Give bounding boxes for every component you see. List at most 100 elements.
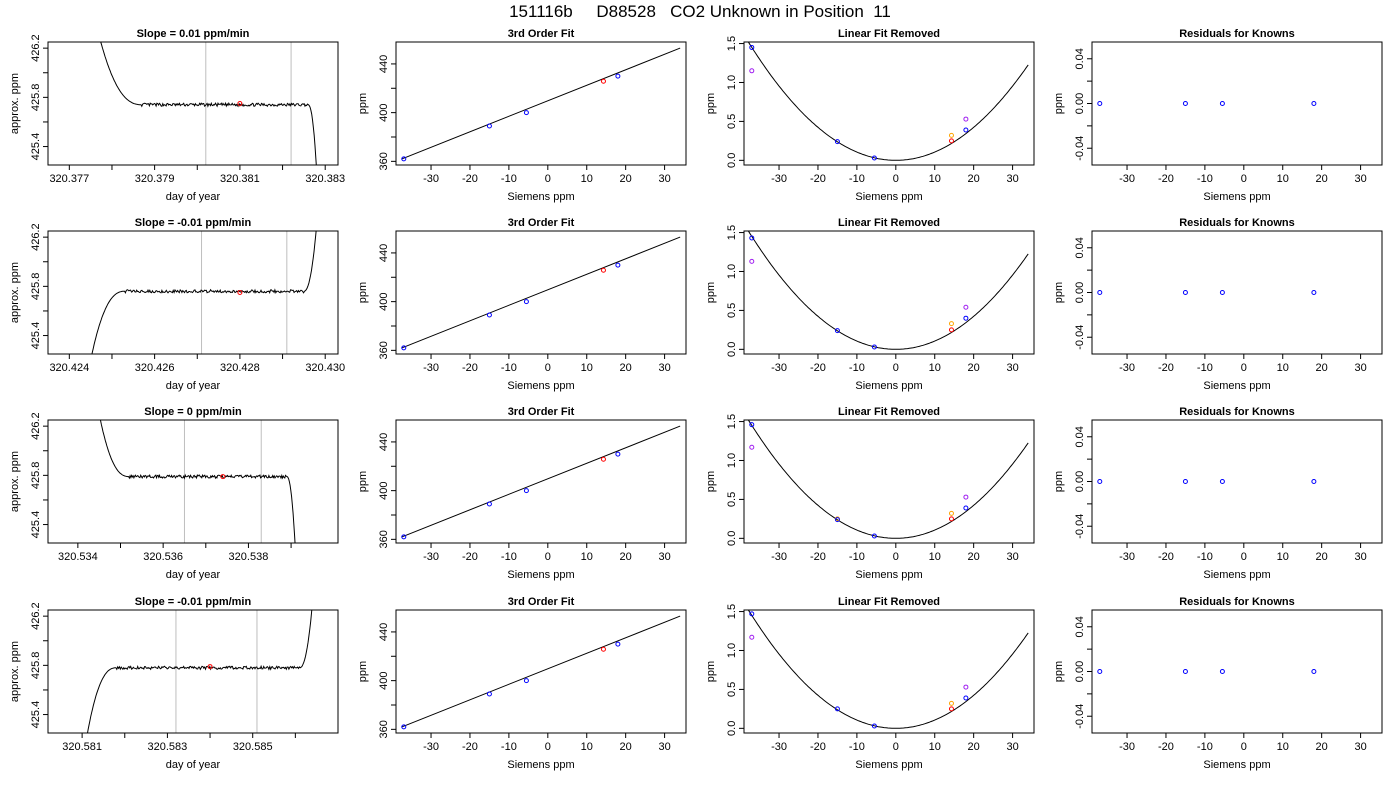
x-tick-label: -20 <box>1158 741 1174 753</box>
plot-area <box>747 610 1029 729</box>
data-point <box>749 611 755 617</box>
x-axis-label: Siemens ppm <box>855 569 922 581</box>
y-axis-label: ppm <box>357 282 369 303</box>
x-tick-label: 20 <box>620 362 632 374</box>
data-point <box>834 517 840 523</box>
panel-title: 3rd Order Fit <box>508 406 575 418</box>
data-point <box>1311 669 1317 674</box>
chart-panel-r2c2: 3rd Order Fit -30 -20 -10 0 10 20 30 360 400 440 Si… <box>357 217 687 392</box>
plot-frame <box>743 419 1035 544</box>
y-tick-label: 1.0 <box>726 453 738 468</box>
x-axis-label: Siemens ppm <box>855 380 922 392</box>
data-point <box>749 44 755 50</box>
x-axis-label: Siemens ppm <box>855 191 922 203</box>
data-point <box>615 641 621 647</box>
y-tick-label: 0.00 <box>1074 282 1086 303</box>
x-tick-label: -10 <box>1197 362 1213 374</box>
x-tick-label: 10 <box>1277 741 1289 753</box>
data-point <box>615 73 621 79</box>
x-axis-label: Siemens ppm <box>1203 380 1270 392</box>
x-tick-label: -20 <box>462 741 478 753</box>
y-tick-label: 0.0 <box>726 153 738 168</box>
plot-frame <box>1091 41 1383 166</box>
y-axis-label: approx. ppm <box>9 262 21 323</box>
plot-area <box>100 42 317 165</box>
fit-line <box>401 425 681 538</box>
x-tick-label: 0 <box>1241 362 1247 374</box>
panel-title: Residuals for Knowns <box>1179 406 1295 418</box>
chart-panel-r2c3: Linear Fit Removed -30 -20 -10 0 10 20 30 0.0 0.5… <box>705 217 1035 392</box>
x-tick-label: 30 <box>1354 741 1366 753</box>
x-tick-label: -10 <box>849 362 865 374</box>
y-axis-label: ppm <box>705 471 717 492</box>
x-axis-label: Siemens ppm <box>855 759 922 771</box>
x-tick-label: -30 <box>423 362 439 374</box>
data-point <box>523 678 529 684</box>
x-tick-label: 320.381 <box>220 173 260 185</box>
x-axis-label: Siemens ppm <box>507 191 574 203</box>
panel-title: Linear Fit Removed <box>838 217 940 229</box>
x-axis-label: day of year <box>166 380 221 392</box>
data-point <box>948 700 954 706</box>
data-point <box>1182 101 1188 106</box>
x-tick-label: -10 <box>849 551 865 563</box>
data-point <box>600 456 606 462</box>
x-tick-label: -30 <box>1119 551 1135 563</box>
data-point <box>948 327 954 333</box>
panel-title: 3rd Order Fit <box>508 28 575 40</box>
y-tick-label: 0.04 <box>1074 48 1086 69</box>
x-tick-label: -20 <box>1158 551 1174 563</box>
panel-title: Residuals for Knowns <box>1179 217 1295 229</box>
data-point <box>749 422 755 428</box>
panel-title: Linear Fit Removed <box>838 596 940 608</box>
fit-line <box>401 47 681 160</box>
x-tick-label: 320.536 <box>143 551 183 563</box>
x-axis-label: Siemens ppm <box>1203 759 1270 771</box>
x-tick-label: 320.534 <box>58 551 98 563</box>
data-point <box>963 315 969 321</box>
y-tick-label: 0.00 <box>1074 471 1086 492</box>
x-tick-label: 0 <box>545 551 551 563</box>
chart-panel-r1c3: Linear Fit Removed -30 -20 -10 0 10 20 30 0.0 0.5… <box>705 28 1035 203</box>
x-tick-label: 0 <box>545 362 551 374</box>
x-tick-label: 320.581 <box>62 741 102 753</box>
data-point <box>401 156 407 162</box>
data-point <box>948 516 954 522</box>
x-axis-label: day of year <box>166 191 221 203</box>
x-axis-label: Siemens ppm <box>1203 191 1270 203</box>
x-tick-label: 10 <box>581 362 593 374</box>
x-tick-label: 0 <box>1241 173 1247 185</box>
x-tick-label: -30 <box>771 173 787 185</box>
chart-panel-r2c4: Residuals for Knowns -30 -20 -10 0 10 20 30 -0.0… <box>1053 217 1383 392</box>
y-axis-label: ppm <box>1053 282 1065 303</box>
x-tick-label: 10 <box>929 173 941 185</box>
y-tick-label: -0.04 <box>1074 704 1086 729</box>
x-tick-label: 10 <box>1277 173 1289 185</box>
plot-area <box>747 231 1029 350</box>
y-tick-label: 426.2 <box>30 602 42 630</box>
x-tick-label: 10 <box>929 741 941 753</box>
chart-panel-r2c1: Slope = -0.01 ppm/min 320.424 320.426 320.4… <box>9 217 345 392</box>
x-tick-label: -30 <box>1119 741 1135 753</box>
x-tick-label: 30 <box>658 173 670 185</box>
data-point <box>948 132 954 138</box>
y-tick-label: 0.04 <box>1074 426 1086 447</box>
x-tick-label: -10 <box>1197 551 1213 563</box>
x-tick-label: 30 <box>1354 173 1366 185</box>
y-axis-label: ppm <box>357 93 369 114</box>
x-tick-label: -20 <box>462 362 478 374</box>
data-point <box>401 534 407 540</box>
data-point <box>871 533 877 539</box>
plot-area <box>401 236 681 351</box>
y-tick-label: 0.00 <box>1074 661 1086 682</box>
y-tick-label: 426.2 <box>30 412 42 440</box>
x-tick-label: 320.583 <box>148 741 188 753</box>
x-tick-label: 0 <box>545 173 551 185</box>
y-tick-label: 440 <box>378 244 390 262</box>
x-tick-label: 320.538 <box>229 551 269 563</box>
plot-area <box>91 231 317 354</box>
panel-title: Linear Fit Removed <box>838 28 940 40</box>
plot-area <box>99 420 296 543</box>
x-tick-label: -10 <box>849 741 865 753</box>
